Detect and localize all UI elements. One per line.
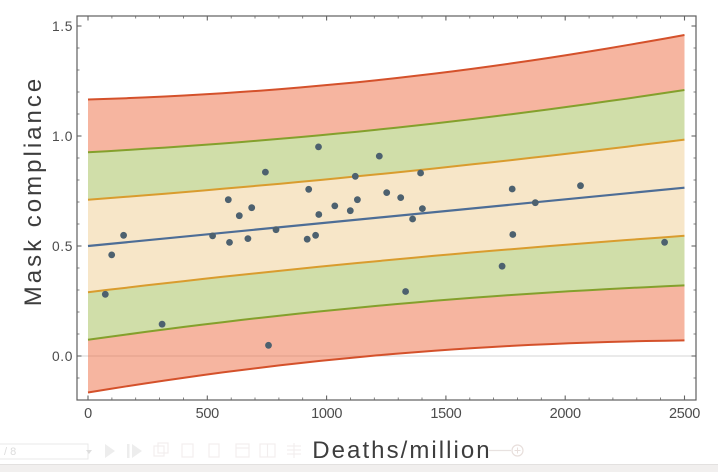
svg-text:2000: 2000 [550, 406, 581, 422]
svg-text:2500: 2500 [669, 406, 700, 422]
svg-text:500: 500 [196, 406, 220, 422]
svg-text:Deaths/million: Deaths/million [312, 437, 491, 464]
svg-text:0: 0 [84, 406, 92, 422]
svg-text:1500: 1500 [430, 406, 461, 422]
svg-text:/ 8: / 8 [4, 446, 16, 458]
svg-text:1.5: 1.5 [52, 19, 73, 34]
svg-text:Mask compliance: Mask compliance [20, 76, 47, 306]
svg-text:1.0: 1.0 [52, 129, 73, 144]
svg-text:0.0: 0.0 [52, 349, 73, 364]
svg-text:0.5: 0.5 [52, 239, 73, 254]
svg-text:1000: 1000 [311, 406, 342, 422]
